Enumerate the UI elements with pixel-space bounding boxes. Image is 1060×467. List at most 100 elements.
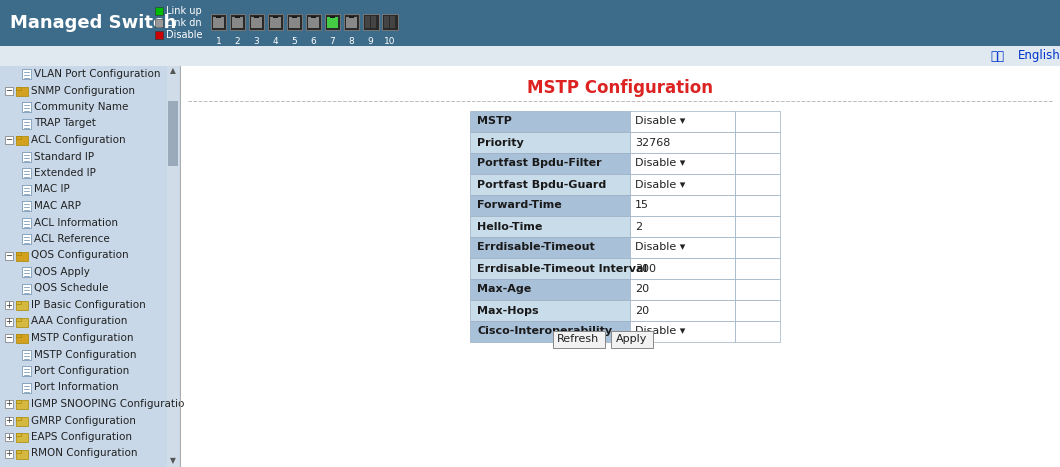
Text: MSTP Configuration: MSTP Configuration (34, 349, 137, 360)
Bar (155, 7, 163, 15)
Text: Disable ▾: Disable ▾ (635, 158, 686, 169)
Bar (326, 17, 338, 28)
Bar (16, 433, 21, 436)
Text: Cisco-Interoperability: Cisco-Interoperability (477, 326, 612, 337)
Bar (5, 301, 13, 309)
Bar (382, 14, 398, 30)
Bar (289, 17, 300, 28)
Bar (630, 216, 735, 237)
Bar (22, 184, 31, 194)
Bar (155, 19, 163, 27)
Bar (306, 14, 321, 30)
Text: Errdisable-Timeout Interval: Errdisable-Timeout Interval (477, 263, 648, 274)
Text: Disable ▾: Disable ▾ (635, 242, 686, 253)
Bar (5, 450, 13, 458)
Text: Disable: Disable (166, 30, 202, 40)
Bar (230, 14, 245, 30)
Bar (0, 46, 1060, 66)
Text: QOS Schedule: QOS Schedule (34, 283, 108, 293)
Bar (16, 400, 28, 409)
Bar (22, 234, 31, 244)
Text: Max-Hops: Max-Hops (477, 305, 538, 316)
Bar (630, 153, 735, 174)
Text: ▼: ▼ (170, 457, 176, 466)
Text: −: − (5, 333, 13, 342)
Bar (5, 252, 13, 260)
Text: Port Configuration: Port Configuration (34, 366, 129, 376)
Bar (232, 17, 243, 28)
Bar (16, 252, 28, 261)
Text: Disable ▾: Disable ▾ (635, 116, 686, 127)
Bar (735, 132, 780, 153)
Bar (630, 111, 735, 132)
Bar (251, 17, 262, 28)
Bar (735, 111, 780, 132)
Bar (325, 14, 340, 30)
Bar (155, 31, 163, 39)
Bar (180, 66, 1060, 467)
Text: +: + (5, 416, 13, 425)
Bar (167, 66, 179, 467)
Bar (735, 258, 780, 279)
Text: MSTP Configuration: MSTP Configuration (31, 333, 134, 343)
Text: Hello-Time: Hello-Time (477, 221, 543, 232)
Bar (470, 300, 630, 321)
Text: 6: 6 (311, 36, 316, 45)
Bar (16, 301, 21, 304)
Bar (5, 318, 13, 325)
Text: GMRP Configuration: GMRP Configuration (31, 416, 136, 425)
Text: 300: 300 (635, 263, 656, 274)
Bar (0, 66, 180, 467)
Bar (211, 14, 226, 30)
Bar (630, 237, 735, 258)
Bar (470, 174, 630, 195)
Text: QOS Apply: QOS Apply (34, 267, 90, 277)
Text: 10: 10 (384, 36, 395, 45)
Text: +: + (5, 449, 13, 458)
Bar (5, 86, 13, 94)
Bar (213, 17, 224, 28)
Text: +: + (5, 300, 13, 310)
Text: MAC ARP: MAC ARP (34, 201, 81, 211)
Bar (371, 16, 376, 28)
Bar (735, 174, 780, 195)
Text: Disable ▾: Disable ▾ (635, 179, 686, 190)
Text: Max-Age: Max-Age (477, 284, 531, 295)
Text: IP Basic Configuration: IP Basic Configuration (31, 300, 146, 310)
Bar (16, 450, 28, 459)
Text: Priority: Priority (477, 137, 524, 148)
Bar (270, 17, 281, 28)
Bar (630, 195, 735, 216)
Bar (5, 136, 13, 144)
Text: ▲: ▲ (170, 66, 176, 76)
Text: IGMP SNOOPING Configuratio: IGMP SNOOPING Configuratio (31, 399, 184, 409)
Text: EAPS Configuration: EAPS Configuration (31, 432, 132, 442)
Bar (167, 101, 178, 166)
Text: 中文: 中文 (990, 50, 1004, 63)
Bar (470, 237, 630, 258)
Bar (311, 16, 316, 18)
Bar (22, 283, 31, 293)
Text: ACL Information: ACL Information (34, 218, 118, 227)
Bar (22, 151, 31, 162)
Text: 2: 2 (234, 36, 241, 45)
Text: 8: 8 (349, 36, 354, 45)
Text: AAA Configuration: AAA Configuration (31, 317, 127, 326)
Bar (735, 237, 780, 258)
Bar (22, 349, 31, 360)
Bar (22, 201, 31, 211)
Bar (470, 279, 630, 300)
Text: Apply: Apply (616, 334, 648, 345)
Bar (22, 69, 31, 79)
Text: −: − (5, 251, 13, 260)
Text: RMON Configuration: RMON Configuration (31, 448, 138, 459)
Bar (735, 279, 780, 300)
Text: −: − (5, 86, 13, 95)
Bar (16, 417, 21, 419)
Text: 20: 20 (635, 284, 649, 295)
Text: ACL Reference: ACL Reference (34, 234, 110, 244)
Text: QOS Configuration: QOS Configuration (31, 250, 128, 261)
Bar (16, 433, 28, 442)
Bar (287, 14, 302, 30)
Bar (470, 321, 630, 342)
